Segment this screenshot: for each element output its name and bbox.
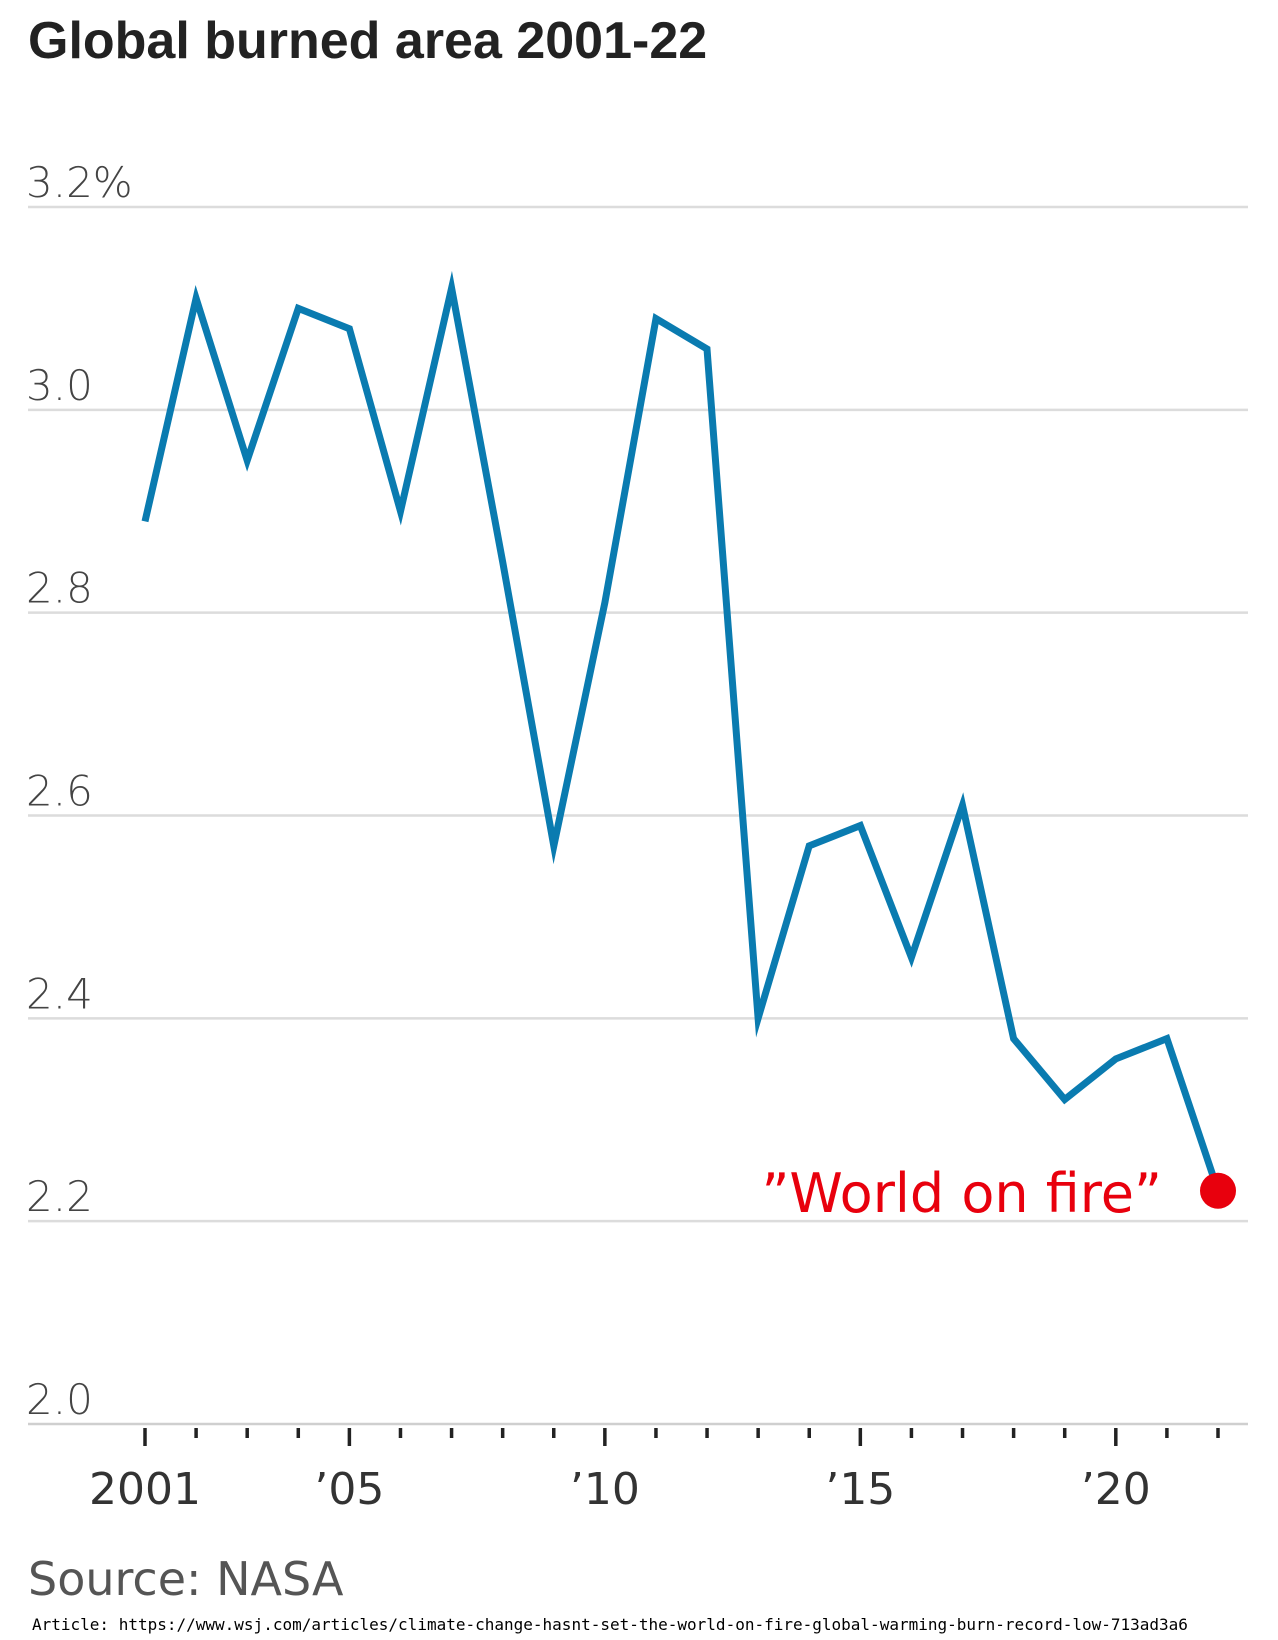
x-tick-label: ’10 xyxy=(570,1464,640,1515)
y-tick-label: 3.2% xyxy=(26,158,133,207)
x-tick-label: ’20 xyxy=(1081,1464,1151,1515)
x-tick-label: ’05 xyxy=(314,1464,384,1515)
highlight-point-2022 xyxy=(1200,1172,1236,1209)
series-group xyxy=(141,270,1236,1209)
y-tick-label: 2.4 xyxy=(26,969,93,1018)
chart-title: Global burned area 2001-22 xyxy=(28,12,707,70)
y-tick-label: 3.0 xyxy=(26,361,93,410)
y-tick-labels: 2.0 2.2 2.4 2.6 2.8 3.0 3.2% xyxy=(26,158,133,1424)
world-on-fire-annotation: ”World on fire” xyxy=(761,1162,1162,1225)
series-line-0 xyxy=(141,270,1222,1192)
x-tick-label: 2001 xyxy=(89,1464,201,1515)
y-tick-label: 2.2 xyxy=(26,1172,93,1221)
x-tick-label: ’15 xyxy=(825,1464,895,1515)
source-note: Source: NASA xyxy=(28,1552,344,1606)
article-link[interactable]: Article: https://www.wsj.com/articles/cl… xyxy=(32,1615,1188,1634)
gridlines xyxy=(28,205,1248,1223)
y-tick-label: 2.6 xyxy=(26,767,93,816)
x-axis xyxy=(28,1422,1248,1446)
x-tick-labels: 2001 ’05 ’10 ’15 ’20 xyxy=(89,1464,1151,1515)
y-tick-label: 2.0 xyxy=(26,1375,93,1424)
y-tick-label: 2.8 xyxy=(26,564,93,613)
